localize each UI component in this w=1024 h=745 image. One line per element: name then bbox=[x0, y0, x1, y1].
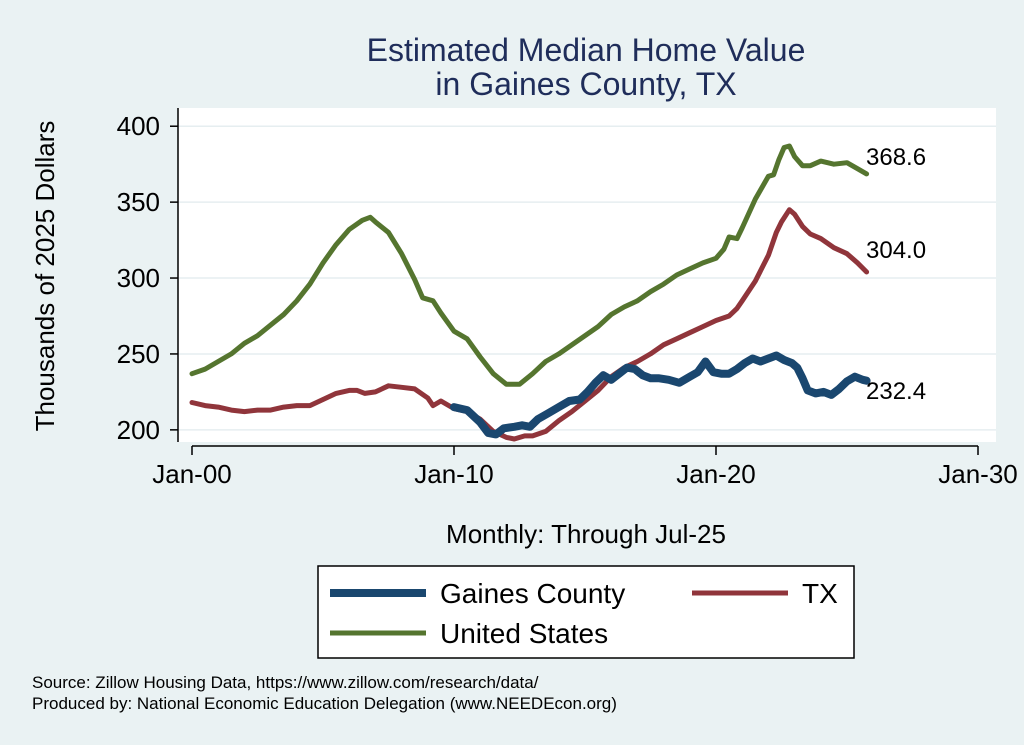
legend-label: Gaines County bbox=[440, 578, 625, 609]
legend-box bbox=[317, 565, 855, 659]
y-tick-label: 350 bbox=[117, 187, 160, 217]
series-line-tx bbox=[189, 207, 870, 442]
end-label: 304.0 bbox=[866, 237, 926, 264]
series-lines bbox=[189, 143, 871, 442]
x-tick-label: Jan-10 bbox=[414, 459, 494, 489]
end-label: 368.6 bbox=[866, 144, 926, 171]
source-note: Source: Zillow Housing Data, https://www… bbox=[32, 673, 539, 692]
legend: Gaines County TX United States bbox=[330, 578, 838, 649]
x-axis-ticks: Jan-00 Jan-10 Jan-20 Jan-30 bbox=[152, 446, 1018, 489]
x-tick-label: Jan-00 bbox=[152, 459, 232, 489]
y-tick-label: 250 bbox=[117, 339, 160, 369]
end-label: 232.4 bbox=[866, 378, 926, 405]
chart-subtitle: in Gaines County, TX bbox=[435, 66, 736, 102]
produced-note: Produced by: National Economic Education… bbox=[32, 694, 617, 713]
y-tick-label: 200 bbox=[117, 415, 160, 445]
legend-label: TX bbox=[802, 578, 838, 609]
x-axis-title: Monthly: Through Jul-25 bbox=[446, 519, 726, 549]
series-line-united-states bbox=[189, 143, 870, 387]
x-tick-label: Jan-30 bbox=[938, 459, 1018, 489]
y-tick-label: 300 bbox=[117, 263, 160, 293]
series-line-gaines-county bbox=[450, 351, 871, 439]
x-tick-label: Jan-20 bbox=[676, 459, 756, 489]
y-axis-title: Thousands of 2025 Dollars bbox=[30, 121, 60, 432]
end-labels: 232.4 304.0 368.6 bbox=[866, 144, 926, 405]
legend-label: United States bbox=[440, 618, 608, 649]
chart-title: Estimated Median Home Value bbox=[367, 32, 806, 68]
y-tick-label: 400 bbox=[117, 111, 160, 141]
y-axis-ticks: 200 250 300 350 400 bbox=[117, 111, 178, 445]
